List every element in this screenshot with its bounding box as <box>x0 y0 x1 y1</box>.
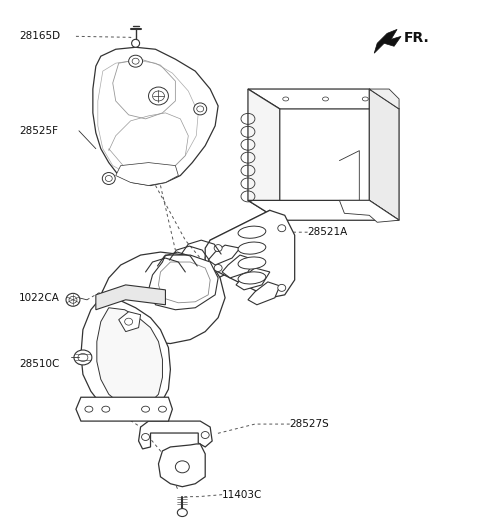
Polygon shape <box>248 89 399 109</box>
Ellipse shape <box>278 285 286 292</box>
Polygon shape <box>248 89 280 220</box>
Polygon shape <box>76 397 172 421</box>
Ellipse shape <box>142 433 150 441</box>
Ellipse shape <box>175 461 189 473</box>
Text: 28527S: 28527S <box>290 419 329 429</box>
Ellipse shape <box>214 264 222 271</box>
Ellipse shape <box>238 257 266 269</box>
Polygon shape <box>96 285 166 310</box>
Polygon shape <box>339 200 399 222</box>
Polygon shape <box>248 282 280 305</box>
Text: FR.: FR. <box>404 31 430 45</box>
Ellipse shape <box>178 509 187 517</box>
Polygon shape <box>222 255 255 278</box>
Polygon shape <box>369 89 399 109</box>
Ellipse shape <box>278 225 286 232</box>
Ellipse shape <box>238 272 266 284</box>
Polygon shape <box>208 245 240 265</box>
Polygon shape <box>119 312 141 332</box>
Ellipse shape <box>74 350 92 365</box>
Polygon shape <box>158 444 205 487</box>
Ellipse shape <box>148 87 168 105</box>
Polygon shape <box>205 210 295 298</box>
Polygon shape <box>148 255 218 310</box>
Polygon shape <box>374 29 401 53</box>
Polygon shape <box>116 162 179 185</box>
Text: 28165D: 28165D <box>19 31 60 41</box>
Ellipse shape <box>125 318 132 325</box>
Ellipse shape <box>102 173 115 184</box>
Ellipse shape <box>142 406 150 412</box>
Ellipse shape <box>194 103 207 115</box>
Polygon shape <box>248 200 399 220</box>
Text: 11403C: 11403C <box>222 490 263 500</box>
Polygon shape <box>369 89 399 220</box>
Polygon shape <box>139 421 212 449</box>
Polygon shape <box>97 308 162 407</box>
Ellipse shape <box>238 226 266 238</box>
Ellipse shape <box>129 55 143 67</box>
Text: 28510C: 28510C <box>19 359 60 370</box>
Ellipse shape <box>158 406 167 412</box>
Text: 1022CA: 1022CA <box>19 293 60 303</box>
Ellipse shape <box>85 406 93 412</box>
Ellipse shape <box>102 406 110 412</box>
Ellipse shape <box>132 39 140 47</box>
Polygon shape <box>205 210 282 278</box>
Text: 28521A: 28521A <box>308 227 348 237</box>
Text: 28525F: 28525F <box>19 126 58 136</box>
Ellipse shape <box>201 432 209 439</box>
Polygon shape <box>101 252 225 344</box>
Ellipse shape <box>238 242 266 254</box>
Polygon shape <box>93 47 218 185</box>
Ellipse shape <box>214 245 222 252</box>
Polygon shape <box>236 268 270 290</box>
Polygon shape <box>81 298 170 417</box>
Ellipse shape <box>66 293 80 306</box>
